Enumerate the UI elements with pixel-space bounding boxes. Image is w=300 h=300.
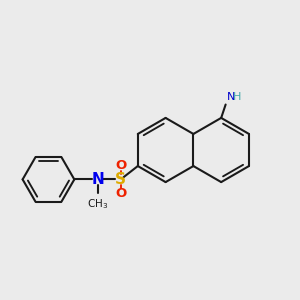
Text: H: H <box>233 92 242 102</box>
Text: O: O <box>115 159 127 172</box>
Text: N: N <box>91 172 104 187</box>
Text: N: N <box>226 92 235 102</box>
Text: CH$_3$: CH$_3$ <box>87 197 108 211</box>
Text: O: O <box>115 187 127 200</box>
Text: S: S <box>116 172 126 187</box>
